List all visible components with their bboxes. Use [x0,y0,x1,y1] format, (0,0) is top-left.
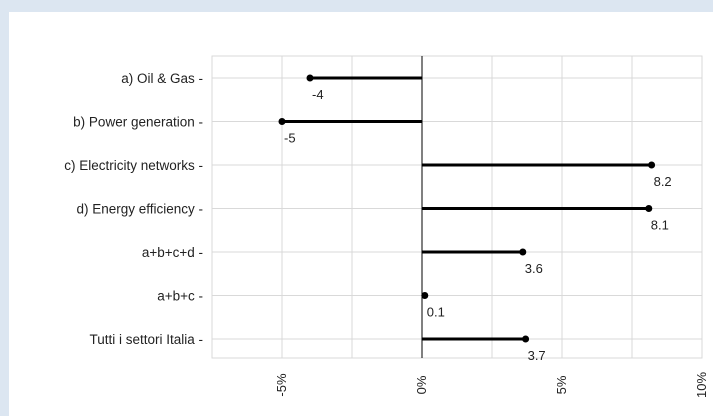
data-label: 0.1 [427,305,445,320]
category-label: a+b+c+d - [142,245,203,260]
category-label: b) Power generation - [73,115,203,130]
bar-marker [648,161,656,169]
bar-marker [522,335,530,343]
bar-marker [645,205,653,212]
x-tick-label: 5% [554,375,569,394]
bar-marker [421,292,429,299]
x-tick-label: 10% [694,372,709,398]
data-label: 8.1 [651,218,669,233]
bar-marker [278,118,286,125]
category-label: a+b+c - [157,289,203,304]
data-label: 3.7 [528,348,546,363]
data-label: -4 [312,87,324,102]
data-label: -5 [284,131,296,146]
data-label: 3.6 [525,261,543,276]
x-tick-label: 0% [414,375,429,394]
category-label: Tutti i settori Italia - [89,332,203,347]
category-label: a) Oil & Gas - [121,71,203,86]
category-label: d) Energy efficiency - [76,202,203,217]
x-tick-label: -5% [274,373,289,397]
bar-marker [306,74,314,82]
data-label: 8.2 [654,174,672,189]
bar-marker [519,248,527,256]
category-label: c) Electricity networks - [64,158,203,173]
